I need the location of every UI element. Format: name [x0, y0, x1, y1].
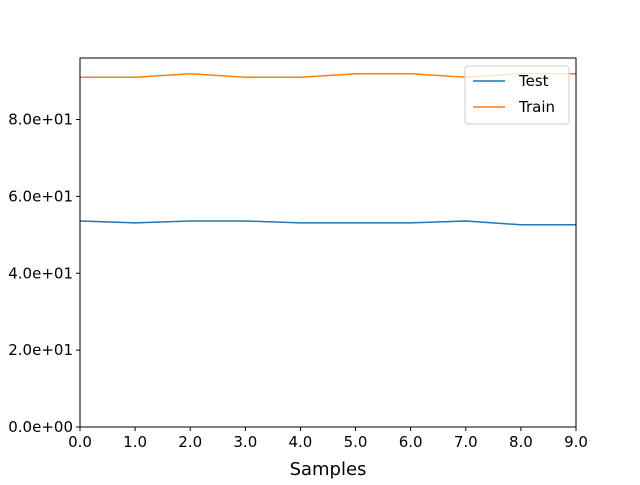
y-tick-label: 4.0e+01 [8, 264, 73, 282]
legend: Test Train [464, 65, 570, 125]
x-axis-title: Samples [290, 459, 367, 480]
y-axis: 0.0e+00 2.0e+01 4.0e+01 6.0e+01 8.0e+01 [8, 111, 80, 436]
x-tick-label: 7.0 [454, 433, 478, 451]
x-tick-label: 3.0 [233, 433, 257, 451]
legend-label-train: Train [518, 98, 555, 116]
x-tick-label: 0.0 [68, 433, 92, 451]
y-tick-label: 6.0e+01 [8, 187, 73, 205]
x-axis: 0.0 1.0 2.0 3.0 4.0 5.0 6.0 7.0 8.0 9.0 [68, 427, 588, 451]
y-tick-label: 2.0e+01 [8, 341, 73, 359]
series-line-test [79, 220, 576, 226]
x-tick-label: 6.0 [399, 433, 423, 451]
y-tick-label: 0.0e+00 [8, 418, 73, 436]
x-tick-label: 2.0 [178, 433, 202, 451]
x-tick-label: 1.0 [123, 433, 147, 451]
y-tick-label: 8.0e+01 [8, 111, 73, 129]
legend-label-test: Test [518, 72, 549, 90]
x-tick-label: 8.0 [509, 433, 533, 451]
plot-area-frame [79, 57, 577, 428]
x-tick-label: 5.0 [344, 433, 368, 451]
x-tick-label: 9.0 [564, 433, 588, 451]
x-tick-label: 4.0 [289, 433, 313, 451]
